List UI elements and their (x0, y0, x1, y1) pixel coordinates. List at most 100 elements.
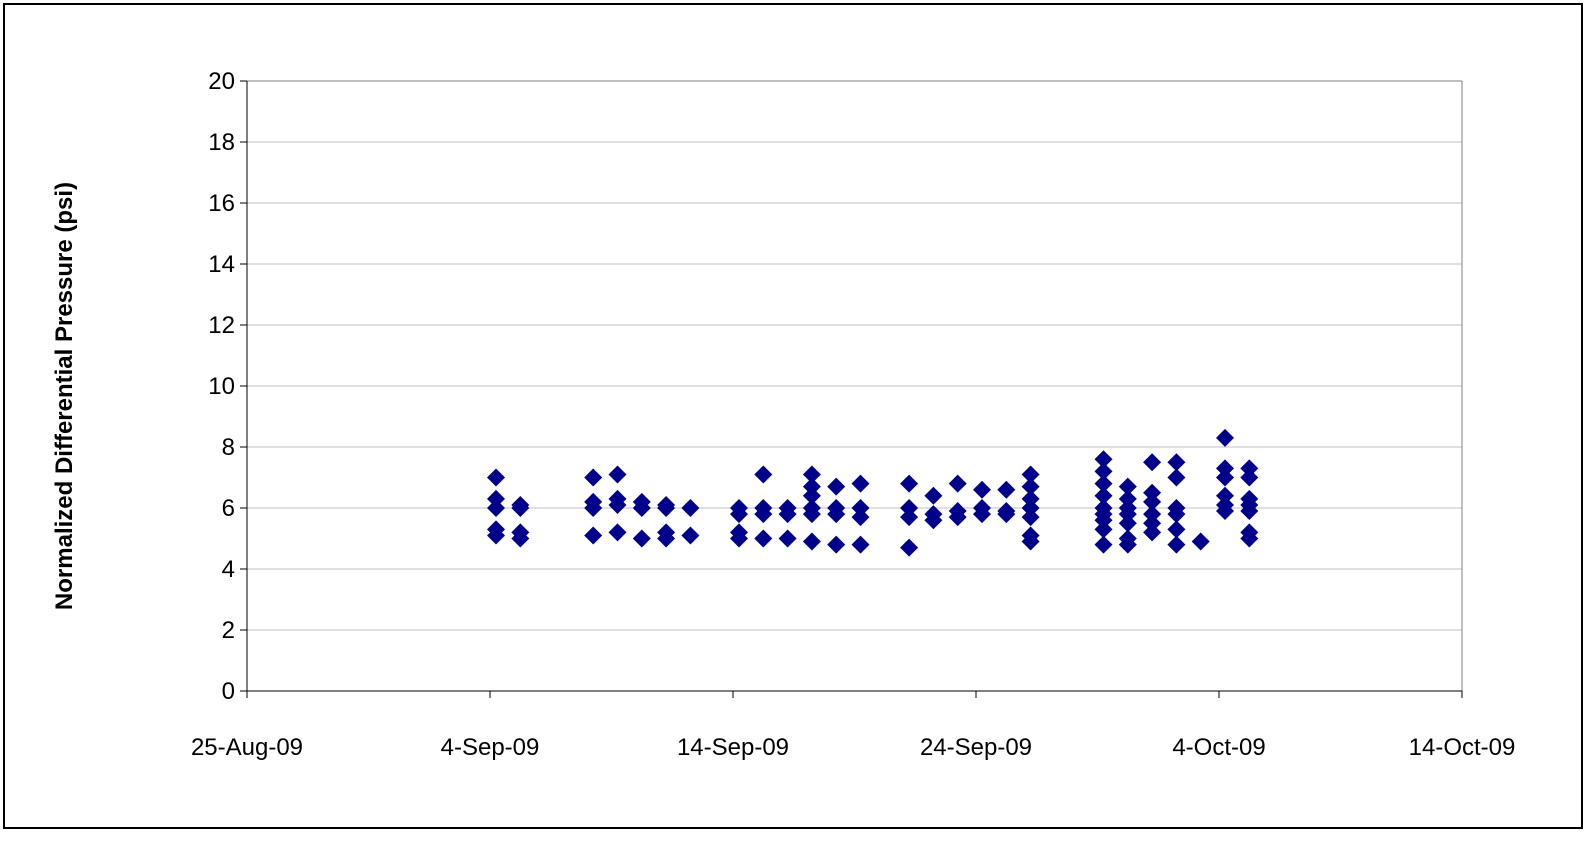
y-tick-label: 0 (222, 678, 235, 705)
data-point (802, 477, 821, 496)
data-point (851, 499, 870, 517)
data-point (730, 529, 748, 548)
data-point (754, 529, 773, 548)
data-point (608, 495, 627, 514)
data-point (1216, 428, 1234, 447)
data-point (1167, 505, 1186, 524)
data-point (1118, 535, 1137, 554)
data-point (1021, 489, 1040, 508)
data-point (487, 526, 505, 545)
data-point (827, 505, 846, 524)
data-point (1191, 532, 1210, 551)
data-point (997, 505, 1016, 524)
data-point (997, 480, 1016, 499)
data-point (948, 508, 967, 527)
data-point (900, 499, 919, 517)
data-point (632, 529, 651, 548)
data-point (487, 468, 505, 487)
data-point (1167, 468, 1186, 487)
data-point (1118, 477, 1137, 496)
data-point (1021, 477, 1040, 496)
data-point (1143, 492, 1162, 511)
data-point (827, 477, 846, 496)
gridlines (247, 80, 1462, 631)
data-point (851, 535, 870, 554)
data-point (584, 499, 603, 517)
data-point (608, 523, 627, 542)
data-point (681, 499, 700, 517)
data-point (1167, 520, 1186, 539)
data-point (1167, 535, 1186, 554)
data-point (1143, 514, 1162, 533)
data-point (924, 486, 943, 505)
x-tick-labels: 25-Aug-09 4-Sep-09 14-Sep-09 24-Sep-09 4-Oct… (191, 734, 1515, 761)
x-tick-label: 4-Sep-09 (441, 734, 540, 761)
data-point (608, 465, 627, 484)
data-point (948, 474, 967, 493)
data-point (681, 526, 700, 545)
data-point (900, 474, 919, 493)
data-point (802, 465, 821, 484)
y-tick-label: 4 (222, 556, 235, 583)
data-point (1094, 486, 1113, 505)
data-point (1094, 462, 1113, 481)
data-point (778, 505, 797, 524)
y-tick-label: 16 (208, 190, 235, 217)
data-point (1240, 459, 1259, 478)
data-point (778, 529, 797, 548)
data-point (1240, 468, 1259, 487)
data-point (900, 538, 919, 557)
data-point (657, 499, 676, 517)
data-point (1118, 514, 1137, 533)
x-tick-label: 25-Aug-09 (191, 734, 303, 761)
data-point (1216, 459, 1234, 478)
data-point (1240, 529, 1259, 548)
data-point (487, 489, 505, 508)
x-tick-label: 24-Sep-09 (920, 734, 1032, 761)
data-point (584, 468, 603, 487)
data-point (511, 529, 530, 548)
data-point (754, 505, 773, 524)
y-tick-label: 20 (208, 68, 235, 95)
data-point (1167, 453, 1186, 472)
data-point (1143, 453, 1162, 472)
data-point (1094, 511, 1113, 530)
data-point (924, 511, 943, 530)
data-point (1216, 468, 1234, 487)
data-point (584, 526, 603, 545)
y-axis-title: Normalized Differential Pressure (psi) (51, 182, 78, 610)
data-point (1143, 505, 1162, 524)
data-point (511, 499, 530, 517)
data-point (1021, 499, 1040, 517)
y-tick-label: 18 (208, 129, 235, 156)
data-point (1143, 523, 1162, 542)
data-point (730, 505, 748, 524)
data-point (973, 505, 991, 524)
data-point (657, 529, 676, 548)
data-point (1216, 486, 1234, 505)
data-point (827, 535, 846, 554)
data-point (802, 486, 821, 505)
data-point (1216, 502, 1234, 521)
data-point (851, 474, 870, 493)
y-tick-label: 6 (222, 495, 235, 522)
data-point (851, 508, 870, 527)
data-point (1021, 508, 1040, 527)
data-point (754, 465, 773, 484)
data-point (1094, 450, 1113, 469)
x-tick-label: 14-Oct-09 (1409, 734, 1516, 761)
data-point (1240, 502, 1259, 521)
y-tick-label: 10 (208, 373, 235, 400)
data-point (1021, 532, 1040, 551)
data-point (487, 499, 505, 517)
y-tick-label: 2 (222, 617, 235, 644)
data-point (1143, 483, 1162, 502)
data-point (973, 480, 991, 499)
data-point (1094, 520, 1113, 539)
x-tick-label: 14-Sep-09 (677, 734, 789, 761)
axes (240, 80, 1463, 698)
y-tick-labels: 0 2 4 6 8 10 12 14 16 18 20 (208, 68, 235, 705)
data-point (1021, 465, 1040, 484)
data-point (1118, 505, 1137, 524)
